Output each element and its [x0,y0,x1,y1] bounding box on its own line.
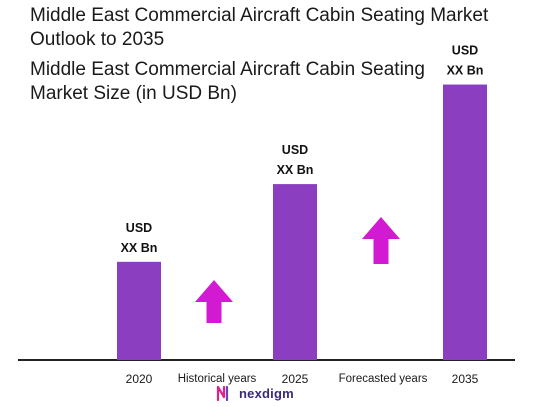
bar-2020 [117,261,161,360]
bar-value-label: USD [282,143,308,157]
period-label: Historical years [178,373,257,385]
bar-2025 [273,184,317,360]
bar-value-label: USD [126,221,152,235]
brand-name: nexdigm [239,385,294,401]
x-tick-label: 2025 [282,372,309,386]
chart-subtitle: Middle East Commercial Aircraft Cabin Se… [30,59,425,104]
bar-2035 [443,84,487,360]
period-label: Forecasted years [339,373,428,385]
bar-value-label: XX Bn [121,241,158,255]
brand: nexdigm [216,385,294,401]
bar-value-label: XX Bn [447,64,484,78]
bar-value-label: XX Bn [277,163,314,177]
nexdigm-logo-icon [216,385,229,401]
x-tick-label: 2020 [126,372,153,386]
chart-title: Middle East Commercial Aircraft Cabin Se… [30,5,489,50]
x-tick-label: 2035 [452,372,479,386]
bar-value-label: USD [452,44,478,58]
up-arrow-icon [195,280,233,323]
up-arrow-icon [362,217,400,264]
